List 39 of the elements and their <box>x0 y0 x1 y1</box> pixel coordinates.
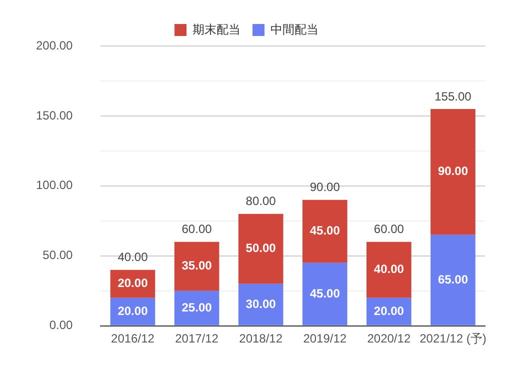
legend-label: 期末配当 <box>192 22 240 36</box>
total-label: 80.00 <box>246 194 276 208</box>
x-tick-label: 2018/12 <box>239 331 283 346</box>
bar <box>430 234 476 326</box>
total-label: 40.00 <box>118 250 148 264</box>
x-tick-label: 2020/12 <box>367 331 411 346</box>
data-label: 40.00 <box>374 262 404 276</box>
data-label: 30.00 <box>246 296 276 311</box>
data-label: 20.00 <box>374 304 404 318</box>
y-tick-label: 0.00 <box>49 318 74 332</box>
data-label: 45.00 <box>310 224 340 238</box>
data-label: 20.00 <box>118 304 148 318</box>
data-label: 20.00 <box>118 276 148 290</box>
bar <box>430 108 476 235</box>
x-tick-label: 2017/12 <box>175 331 219 346</box>
x-tick-label: 2021/12 (予) <box>420 331 486 346</box>
legend-label: 中間配当 <box>270 22 318 36</box>
bar <box>366 242 412 298</box>
data-label: 35.00 <box>182 258 212 273</box>
bar <box>238 284 284 326</box>
data-label: 65.00 <box>438 272 468 286</box>
y-tick-label: 150.00 <box>36 108 74 122</box>
y-tick-label: 100.00 <box>36 178 74 192</box>
x-tick-label: 2019/12 <box>303 331 347 346</box>
total-label: 60.00 <box>374 222 404 236</box>
data-label: 45.00 <box>310 286 340 300</box>
data-label: 25.00 <box>182 300 212 314</box>
total-label: 90.00 <box>310 180 340 194</box>
bar <box>302 200 348 263</box>
data-label: 90.00 <box>438 164 468 178</box>
data-label: 50.00 <box>246 241 276 256</box>
bar <box>238 214 284 284</box>
bar <box>174 242 220 291</box>
y-tick-label: 50.00 <box>42 248 74 262</box>
y-tick-label: 200.00 <box>36 38 74 52</box>
x-tick-label: 2016/12 <box>111 331 155 346</box>
total-label: 60.00 <box>182 222 212 236</box>
bar <box>302 262 348 326</box>
total-label: 155.00 <box>434 89 472 104</box>
